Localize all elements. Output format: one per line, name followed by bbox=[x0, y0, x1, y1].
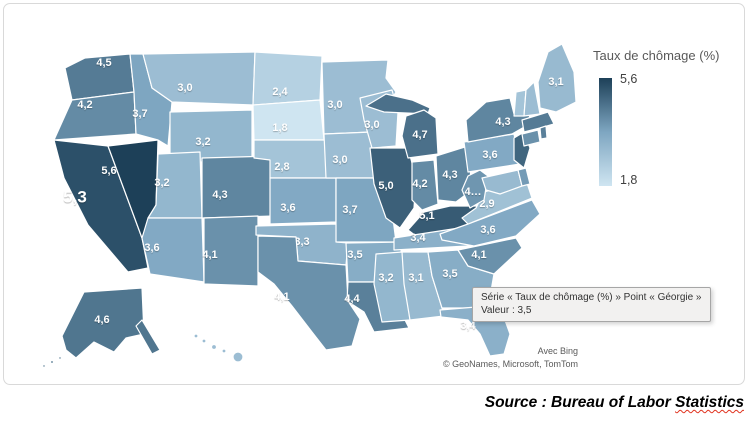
state-md[interactable] bbox=[481, 169, 523, 195]
state-label-sd: 1,8 bbox=[272, 122, 287, 134]
state-label-ia: 3,0 bbox=[332, 154, 347, 166]
state-label-ny: 4,3 bbox=[495, 116, 510, 128]
source-prefix: Source : Bureau of Labor bbox=[484, 394, 676, 411]
us-choropleth-map: 4,5 4,2 5,3 5,6 3,7 3,0 3,2 3,2 4,3 3,6 4,1 2,4 1,8 2… bbox=[42, 43, 577, 368]
state-label-nc: 3,6 bbox=[480, 224, 495, 236]
state-label-ak: 4,6 bbox=[94, 314, 109, 326]
state-ak[interactable] bbox=[42, 364, 46, 368]
bing-attribution: Avec Bing bbox=[537, 346, 578, 356]
copyright-attribution: © GeoNames, Microsoft, TomTom bbox=[443, 359, 578, 369]
tooltip-value-line: Valeur : 3,5 bbox=[481, 305, 532, 316]
state-sc[interactable] bbox=[457, 237, 523, 275]
tooltip-series-line: Série « Taux de chômage (%) » Point « Gé… bbox=[481, 292, 702, 303]
state-label-wy: 3,2 bbox=[195, 136, 210, 148]
state-label-mn: 3,0 bbox=[327, 99, 342, 111]
state-label-me: 3,1 bbox=[548, 76, 563, 88]
state-ks[interactable] bbox=[269, 177, 337, 225]
state-ak[interactable] bbox=[58, 356, 62, 360]
state-ma[interactable] bbox=[521, 111, 555, 133]
state-label-tn: 3,4 bbox=[410, 232, 426, 244]
state-label-mi: 4,7 bbox=[412, 129, 427, 141]
state-label-sc: 4,1 bbox=[471, 249, 486, 261]
state-or[interactable] bbox=[53, 91, 137, 141]
state-label-ky: 5,1 bbox=[419, 210, 434, 222]
state-label-ca: 5,3 bbox=[63, 188, 87, 207]
state-hi[interactable] bbox=[210, 343, 218, 351]
state-label-mo: 3,7 bbox=[342, 204, 357, 216]
state-hi[interactable] bbox=[232, 351, 244, 363]
state-label-ok: 3,3 bbox=[294, 236, 309, 248]
state-label-or: 4,2 bbox=[77, 99, 92, 111]
state-label-id: 3,7 bbox=[132, 108, 147, 120]
legend-gradient-bar bbox=[599, 78, 612, 186]
state-label-oh: 4,3 bbox=[442, 169, 457, 181]
state-az[interactable] bbox=[141, 217, 205, 283]
state-label-pa: 3,6 bbox=[482, 149, 497, 161]
state-label-nv: 5,6 bbox=[101, 165, 116, 177]
state-label-il: 5,0 bbox=[378, 180, 393, 192]
state-label-al: 3,1 bbox=[408, 272, 423, 284]
state-label-nd: 2,4 bbox=[272, 86, 288, 98]
state-wv[interactable] bbox=[461, 169, 489, 209]
legend-min-value: 1,8 bbox=[620, 173, 638, 187]
state-in[interactable] bbox=[411, 159, 439, 211]
state-label-co: 4,3 bbox=[212, 189, 227, 201]
state-ri[interactable] bbox=[539, 125, 548, 140]
state-label-ks: 3,6 bbox=[280, 202, 295, 214]
state-label-tx: 4,1 bbox=[274, 291, 289, 303]
state-label-ut: 3,2 bbox=[154, 177, 169, 189]
state-label-nm: 4,1 bbox=[202, 249, 217, 261]
state-label-wa: 4,5 bbox=[96, 57, 111, 69]
map-attribution: Avec Bing © GeoNames, Microsoft, TomTom bbox=[380, 345, 578, 371]
state-label-fl: 3,4 bbox=[460, 320, 476, 332]
state-co[interactable] bbox=[201, 155, 275, 219]
state-label-az: 3,6 bbox=[144, 242, 159, 254]
source-misspelled-word: Statistics bbox=[675, 394, 744, 411]
state-hi[interactable] bbox=[193, 333, 199, 339]
state-label-in: 4,2 bbox=[412, 178, 427, 190]
state-label-ne: 2,8 bbox=[274, 161, 289, 173]
state-ct[interactable] bbox=[521, 129, 541, 147]
state-mi[interactable] bbox=[401, 109, 439, 159]
state-tx[interactable] bbox=[257, 235, 361, 351]
source-text: Source : Bureau of Labor Statistics bbox=[485, 394, 744, 412]
state-label-wi: 3,0 bbox=[364, 119, 379, 131]
state-label-ms: 3,2 bbox=[378, 272, 393, 284]
state-label-ga: 3,5 bbox=[442, 268, 457, 280]
state-de[interactable] bbox=[517, 167, 531, 187]
chart-tooltip: Série « Taux de chômage (%) » Point « Gé… bbox=[472, 287, 711, 322]
state-label-mt: 3,0 bbox=[177, 82, 192, 94]
state-label-ar: 3,5 bbox=[347, 249, 362, 261]
legend-max-value: 5,6 bbox=[620, 72, 638, 86]
state-nm[interactable] bbox=[203, 215, 259, 287]
state-label-la: 4,4 bbox=[344, 293, 360, 305]
state-sd[interactable] bbox=[252, 99, 325, 141]
state-mt[interactable] bbox=[142, 51, 256, 106]
state-ak[interactable] bbox=[49, 359, 55, 365]
state-label-wv: 4… bbox=[464, 186, 481, 198]
state-hi[interactable] bbox=[221, 348, 227, 354]
state-mi[interactable] bbox=[365, 93, 431, 115]
state-ak[interactable] bbox=[135, 319, 161, 355]
state-me[interactable] bbox=[537, 43, 577, 113]
state-hi[interactable] bbox=[201, 338, 207, 344]
legend-title: Taux de chômage (%) bbox=[593, 48, 720, 63]
state-ak[interactable] bbox=[61, 287, 145, 359]
state-nh[interactable] bbox=[523, 81, 541, 117]
